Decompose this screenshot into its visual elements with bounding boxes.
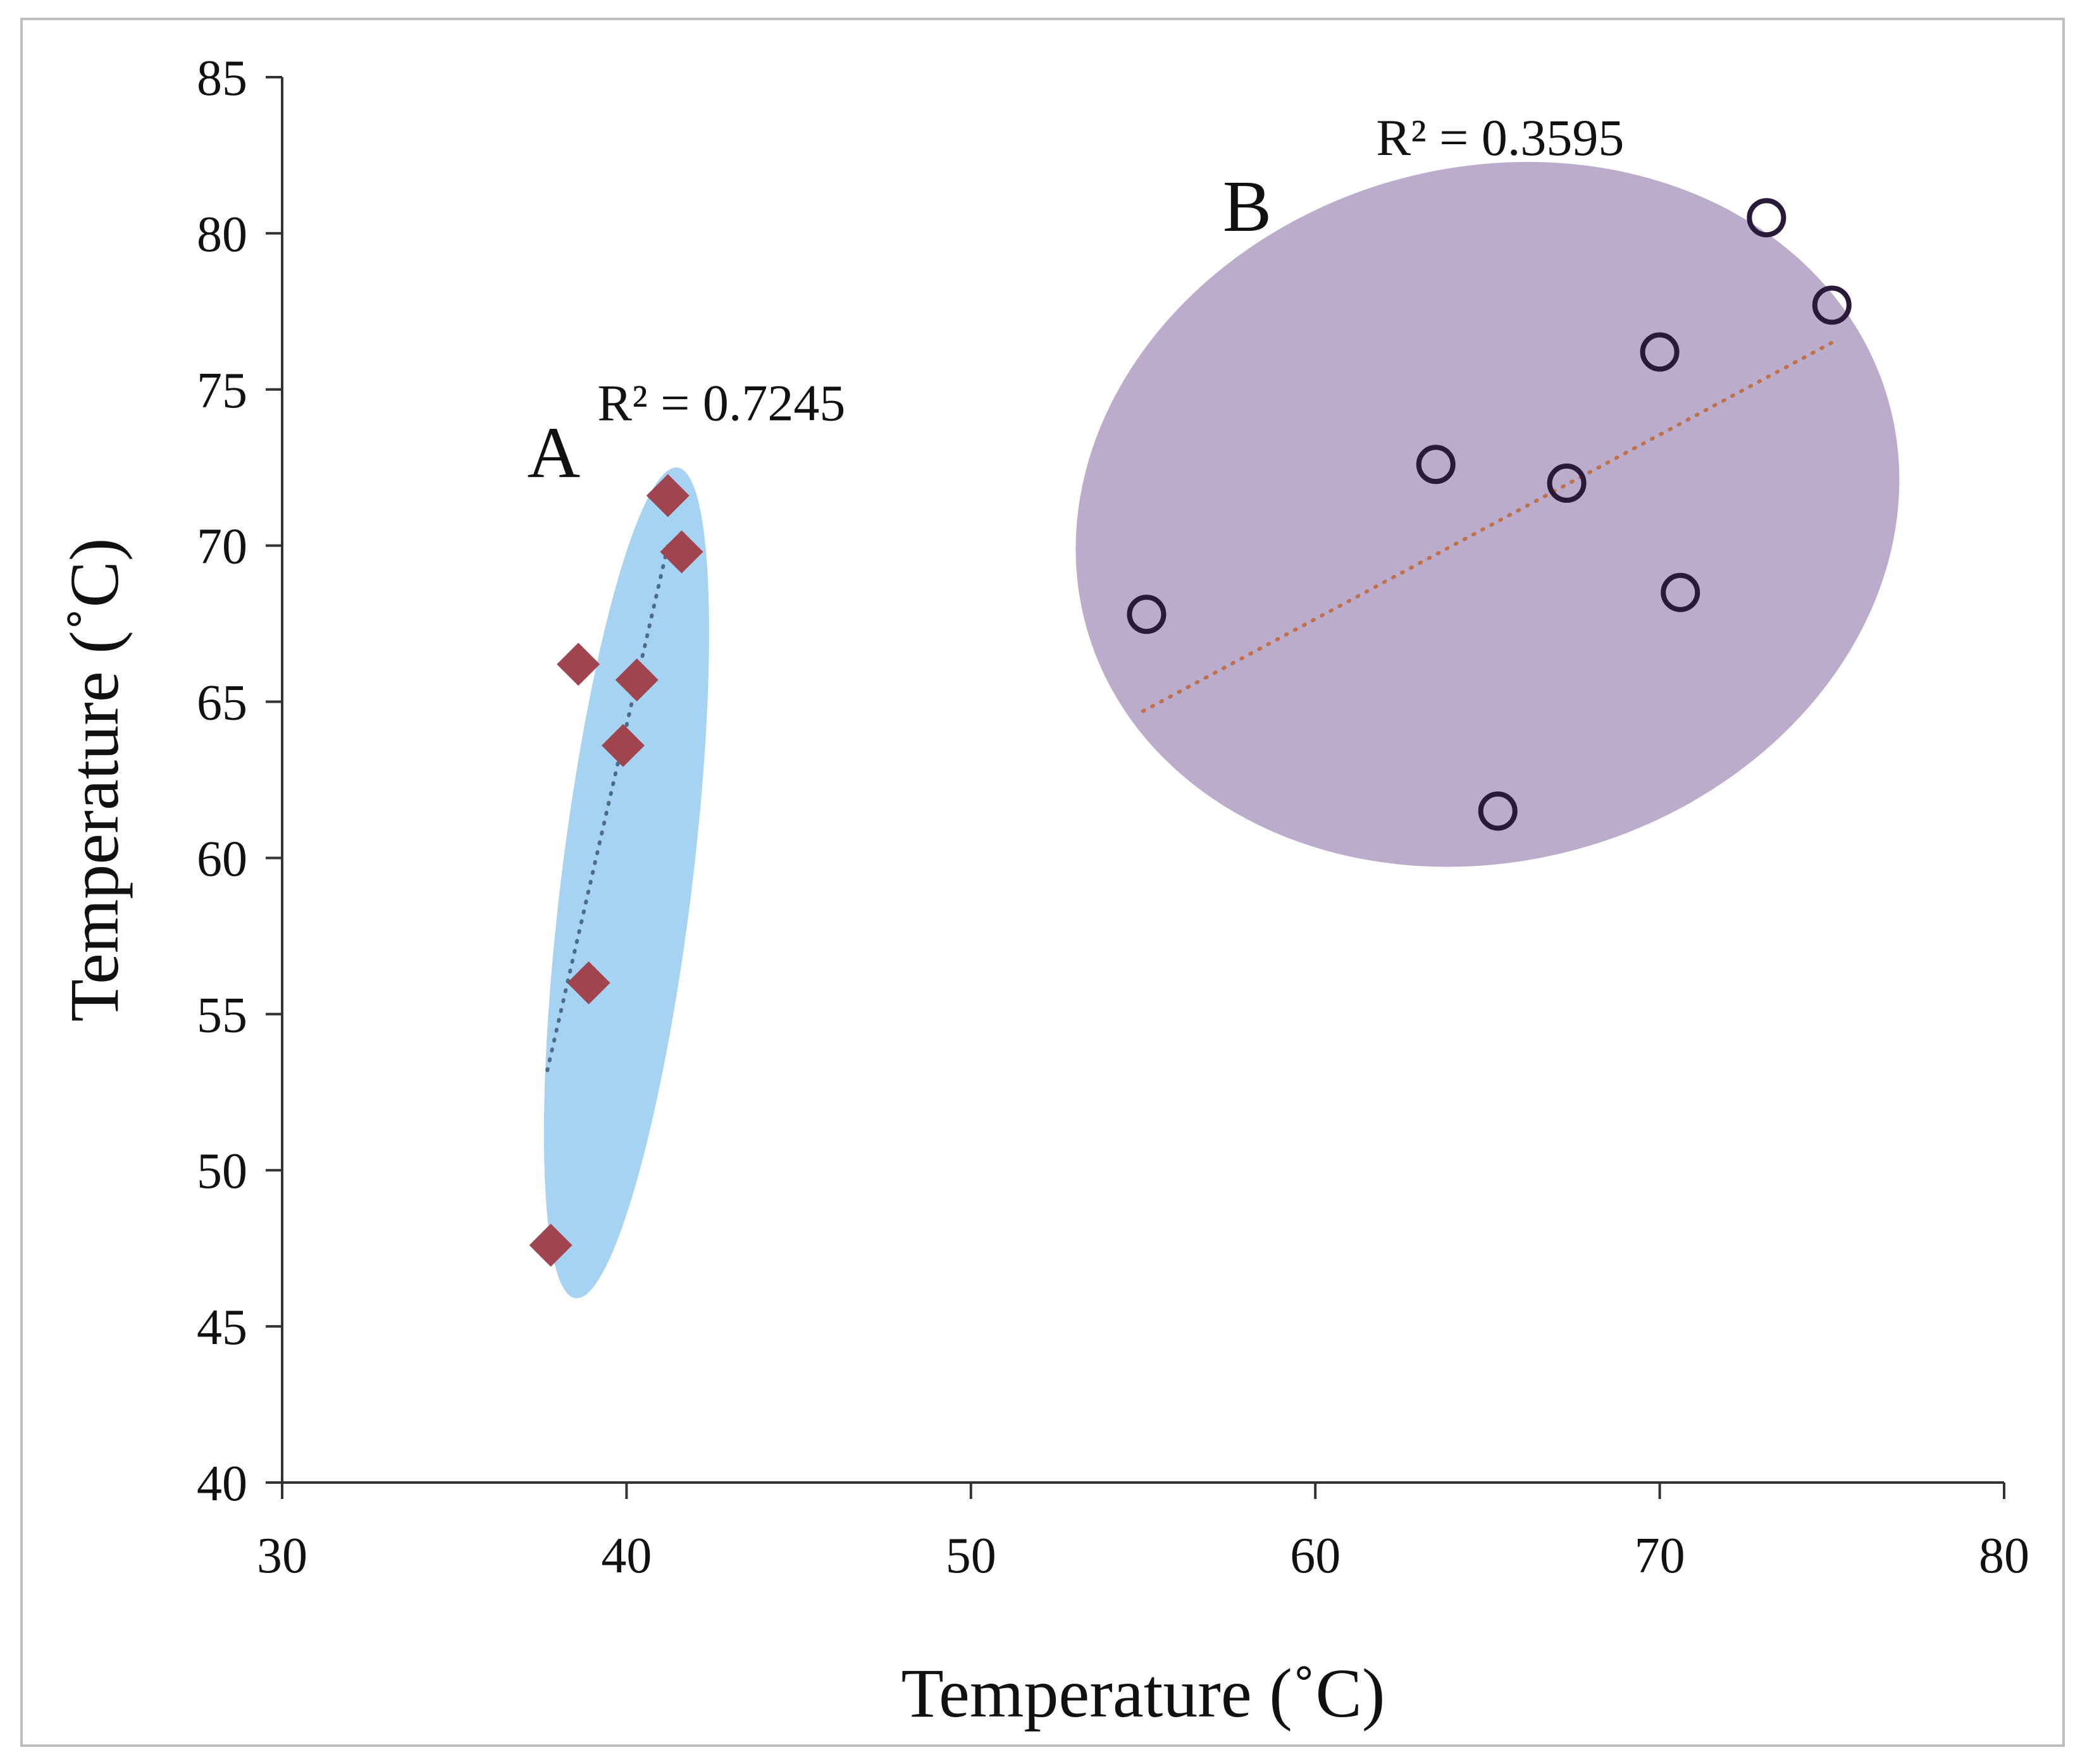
x-tick-label: 40 <box>601 1528 652 1584</box>
y-tick-label: 60 <box>197 831 247 887</box>
cluster-a-point <box>567 961 610 1004</box>
axes <box>281 77 2004 1484</box>
x-tick-label: 30 <box>257 1528 307 1584</box>
cluster-b-point <box>1547 463 1587 503</box>
cluster-ellipses <box>543 162 1900 1298</box>
cluster-b-point <box>1416 445 1456 484</box>
x-tick-label: 60 <box>1290 1528 1341 1584</box>
cluster-b-point <box>1478 791 1518 831</box>
cluster-a-point <box>601 724 645 767</box>
cluster-a-point <box>557 643 600 686</box>
y-tick-label: 70 <box>197 519 247 575</box>
cluster-b-trendline <box>1141 340 1834 713</box>
cluster-a-ellipse <box>543 467 709 1298</box>
cluster-b-ellipse <box>1075 162 1900 867</box>
cluster-a-r2-label: R² = 0.7245 <box>597 374 845 431</box>
x-tick-label: 80 <box>1979 1528 2029 1584</box>
cluster-a-label: A <box>528 412 581 493</box>
y-tick-label: 50 <box>197 1144 247 1199</box>
cluster-b-point <box>1747 198 1786 238</box>
x-axis-title: Temperature (˚C) <box>901 1655 1385 1732</box>
cluster-a-point <box>646 474 690 517</box>
y-tick-label: 85 <box>197 51 247 106</box>
y-axis-title: Temperature (˚C) <box>56 538 133 1022</box>
cluster-b-r2-label: R² = 0.3595 <box>1376 109 1624 166</box>
y-tick-label: 40 <box>197 1456 247 1512</box>
x-tick-label: 70 <box>1635 1528 1685 1584</box>
cluster-b-label: B <box>1223 166 1272 247</box>
y-tick-label: 55 <box>197 987 247 1043</box>
cluster-b-point <box>1661 572 1700 612</box>
cluster-a-point <box>615 658 659 701</box>
cluster-a-point <box>660 530 703 574</box>
y-tick-label: 45 <box>197 1300 247 1355</box>
cluster-b-point <box>1640 332 1680 372</box>
x-tick-label: 50 <box>946 1528 996 1584</box>
y-tick-label: 65 <box>197 675 247 731</box>
y-tick-label: 75 <box>197 363 247 419</box>
cluster-a-point <box>529 1223 573 1267</box>
cluster-b-point <box>1812 285 1852 325</box>
data-points <box>529 198 1852 1267</box>
cluster-b-point <box>1127 595 1167 634</box>
y-tick-label: 80 <box>197 207 247 262</box>
cluster-labels: A R² = 0.7245 B R² = 0.3595 <box>528 109 1625 493</box>
chart-frame: 30 40 50 60 70 80 40 45 50 55 60 65 70 75 80 85 A R² = 0… <box>20 18 2065 1747</box>
